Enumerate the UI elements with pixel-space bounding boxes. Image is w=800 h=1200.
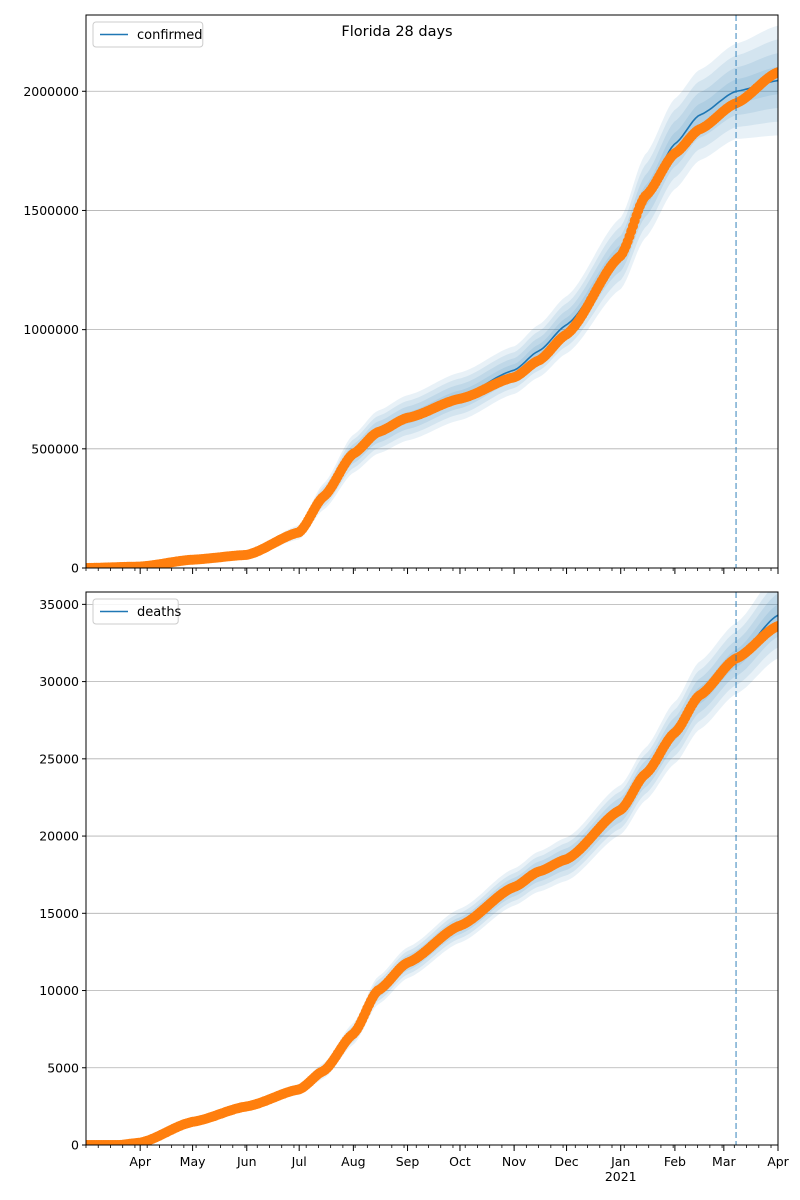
legend-label: confirmed <box>137 28 203 43</box>
observed-point <box>773 621 778 631</box>
x-tick-label: Mar <box>712 1154 736 1169</box>
x-tick-label: Dec <box>554 1154 578 1169</box>
deaths-chart-panel: 0 5000 10000 15000 20000 25000 30000 35000 Apr Ma… <box>39 591 790 1184</box>
uncertainty-band-3 <box>86 593 778 1145</box>
uncertainty-band-4 <box>86 66 778 568</box>
observed-series <box>86 67 778 568</box>
x-tick-label: Jul <box>291 1154 307 1169</box>
legend: deaths <box>92 598 182 625</box>
y-tick-label: 10000 <box>39 983 79 998</box>
y-tick-label: 2000000 <box>23 84 79 99</box>
axes-frame <box>85 14 779 569</box>
x-tick-label: Apr <box>767 1154 789 1169</box>
uncertainty-band-1 <box>86 592 778 1145</box>
y-tick-label: 35000 <box>39 597 79 612</box>
y-tick-label: 0 <box>71 561 79 576</box>
axes-frame <box>85 591 779 1146</box>
legend: confirmed <box>92 21 204 48</box>
y-tick-label: 15000 <box>39 906 79 921</box>
x-tick-label: Apr <box>129 1154 151 1169</box>
y-tick-label: 30000 <box>39 674 79 689</box>
uncertainty-band-4 <box>86 604 778 1145</box>
y-tick-label: 20000 <box>39 829 79 844</box>
observed-point <box>773 67 778 78</box>
y-tick-label: 25000 <box>39 751 79 766</box>
observed-series <box>86 621 778 1145</box>
y-tick-label: 500000 <box>31 441 79 456</box>
x-tick-label: May <box>180 1154 206 1169</box>
uncertainty-band-2 <box>86 592 778 1145</box>
x-tick-label: Nov <box>502 1154 527 1169</box>
x-tick-label: Feb <box>664 1154 686 1169</box>
x-tick-label: Oct <box>449 1154 471 1169</box>
x-tick-year-label: 2021 <box>605 1169 637 1184</box>
legend-label: deaths <box>137 605 182 620</box>
x-tick-label: Aug <box>341 1154 365 1169</box>
y-tick-label: 0 <box>71 1138 79 1153</box>
uncertainty-band-2 <box>86 39 778 568</box>
x-tick-label: Jan <box>610 1154 630 1169</box>
x-tick-label: Jun <box>236 1154 257 1169</box>
y-tick-label: 1000000 <box>23 322 79 337</box>
y-tick-label: 1500000 <box>23 203 79 218</box>
y-tick-label: 5000 <box>47 1060 79 1075</box>
model-series-line <box>86 614 778 1145</box>
x-tick-label: Sep <box>396 1154 420 1169</box>
figure-title: Florida 28 days <box>341 24 452 40</box>
uncertainty-band-1 <box>86 25 778 568</box>
uncertainty-band-3 <box>86 53 778 568</box>
confirmed-chart-panel: 0 500000 1000000 1500000 2000000 confirmed <box>23 14 779 576</box>
